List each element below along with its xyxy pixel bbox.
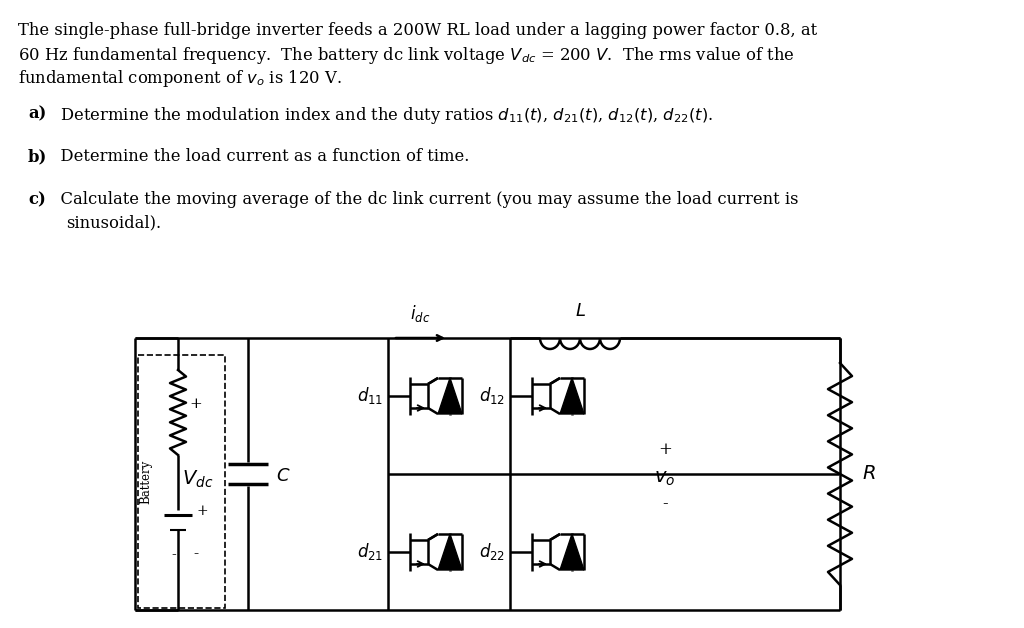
Polygon shape bbox=[438, 534, 462, 570]
Text: fundamental component of $v_o$ is 120 V.: fundamental component of $v_o$ is 120 V. bbox=[18, 68, 342, 89]
Text: -: - bbox=[172, 548, 176, 562]
Text: $v_o$: $v_o$ bbox=[654, 470, 676, 488]
Text: $R$: $R$ bbox=[862, 465, 876, 483]
Text: $d_{22}$: $d_{22}$ bbox=[479, 541, 505, 563]
Text: The single-phase full-bridge inverter feeds a 200W RL load under a lagging power: The single-phase full-bridge inverter fe… bbox=[18, 22, 817, 39]
Text: $C$: $C$ bbox=[276, 467, 291, 485]
Text: Determine the load current as a function of time.: Determine the load current as a function… bbox=[50, 148, 469, 165]
Text: $L$: $L$ bbox=[574, 302, 586, 320]
Text: $d_{11}$: $d_{11}$ bbox=[356, 386, 383, 406]
Text: $d_{12}$: $d_{12}$ bbox=[479, 386, 505, 406]
Text: -: - bbox=[194, 547, 199, 561]
Text: Calculate the moving average of the dc link current (you may assume the load cur: Calculate the moving average of the dc l… bbox=[50, 191, 799, 208]
Text: Determine the modulation index and the duty ratios $d_{11}(t)$, $d_{21}(t)$, $d_: Determine the modulation index and the d… bbox=[50, 105, 713, 126]
Text: $i_{dc}$: $i_{dc}$ bbox=[411, 303, 431, 324]
Text: Battery: Battery bbox=[139, 459, 153, 504]
Text: +: + bbox=[189, 397, 203, 411]
Text: $d_{21}$: $d_{21}$ bbox=[356, 541, 383, 563]
Text: sinusoidal).: sinusoidal). bbox=[66, 214, 161, 231]
Text: 60 Hz fundamental frequency.  The battery dc link voltage $V_{dc}$ = 200 $V$.  T: 60 Hz fundamental frequency. The battery… bbox=[18, 45, 795, 66]
Polygon shape bbox=[560, 378, 584, 414]
Text: +: + bbox=[196, 504, 208, 518]
Text: a): a) bbox=[28, 105, 46, 122]
Bar bbox=[138, 355, 225, 608]
Text: c): c) bbox=[28, 191, 46, 208]
Text: $V_{dc}$: $V_{dc}$ bbox=[182, 468, 214, 490]
Text: -: - bbox=[663, 495, 668, 512]
Text: +: + bbox=[658, 440, 672, 458]
Text: b): b) bbox=[28, 148, 47, 165]
Polygon shape bbox=[438, 378, 462, 414]
Polygon shape bbox=[560, 534, 584, 570]
